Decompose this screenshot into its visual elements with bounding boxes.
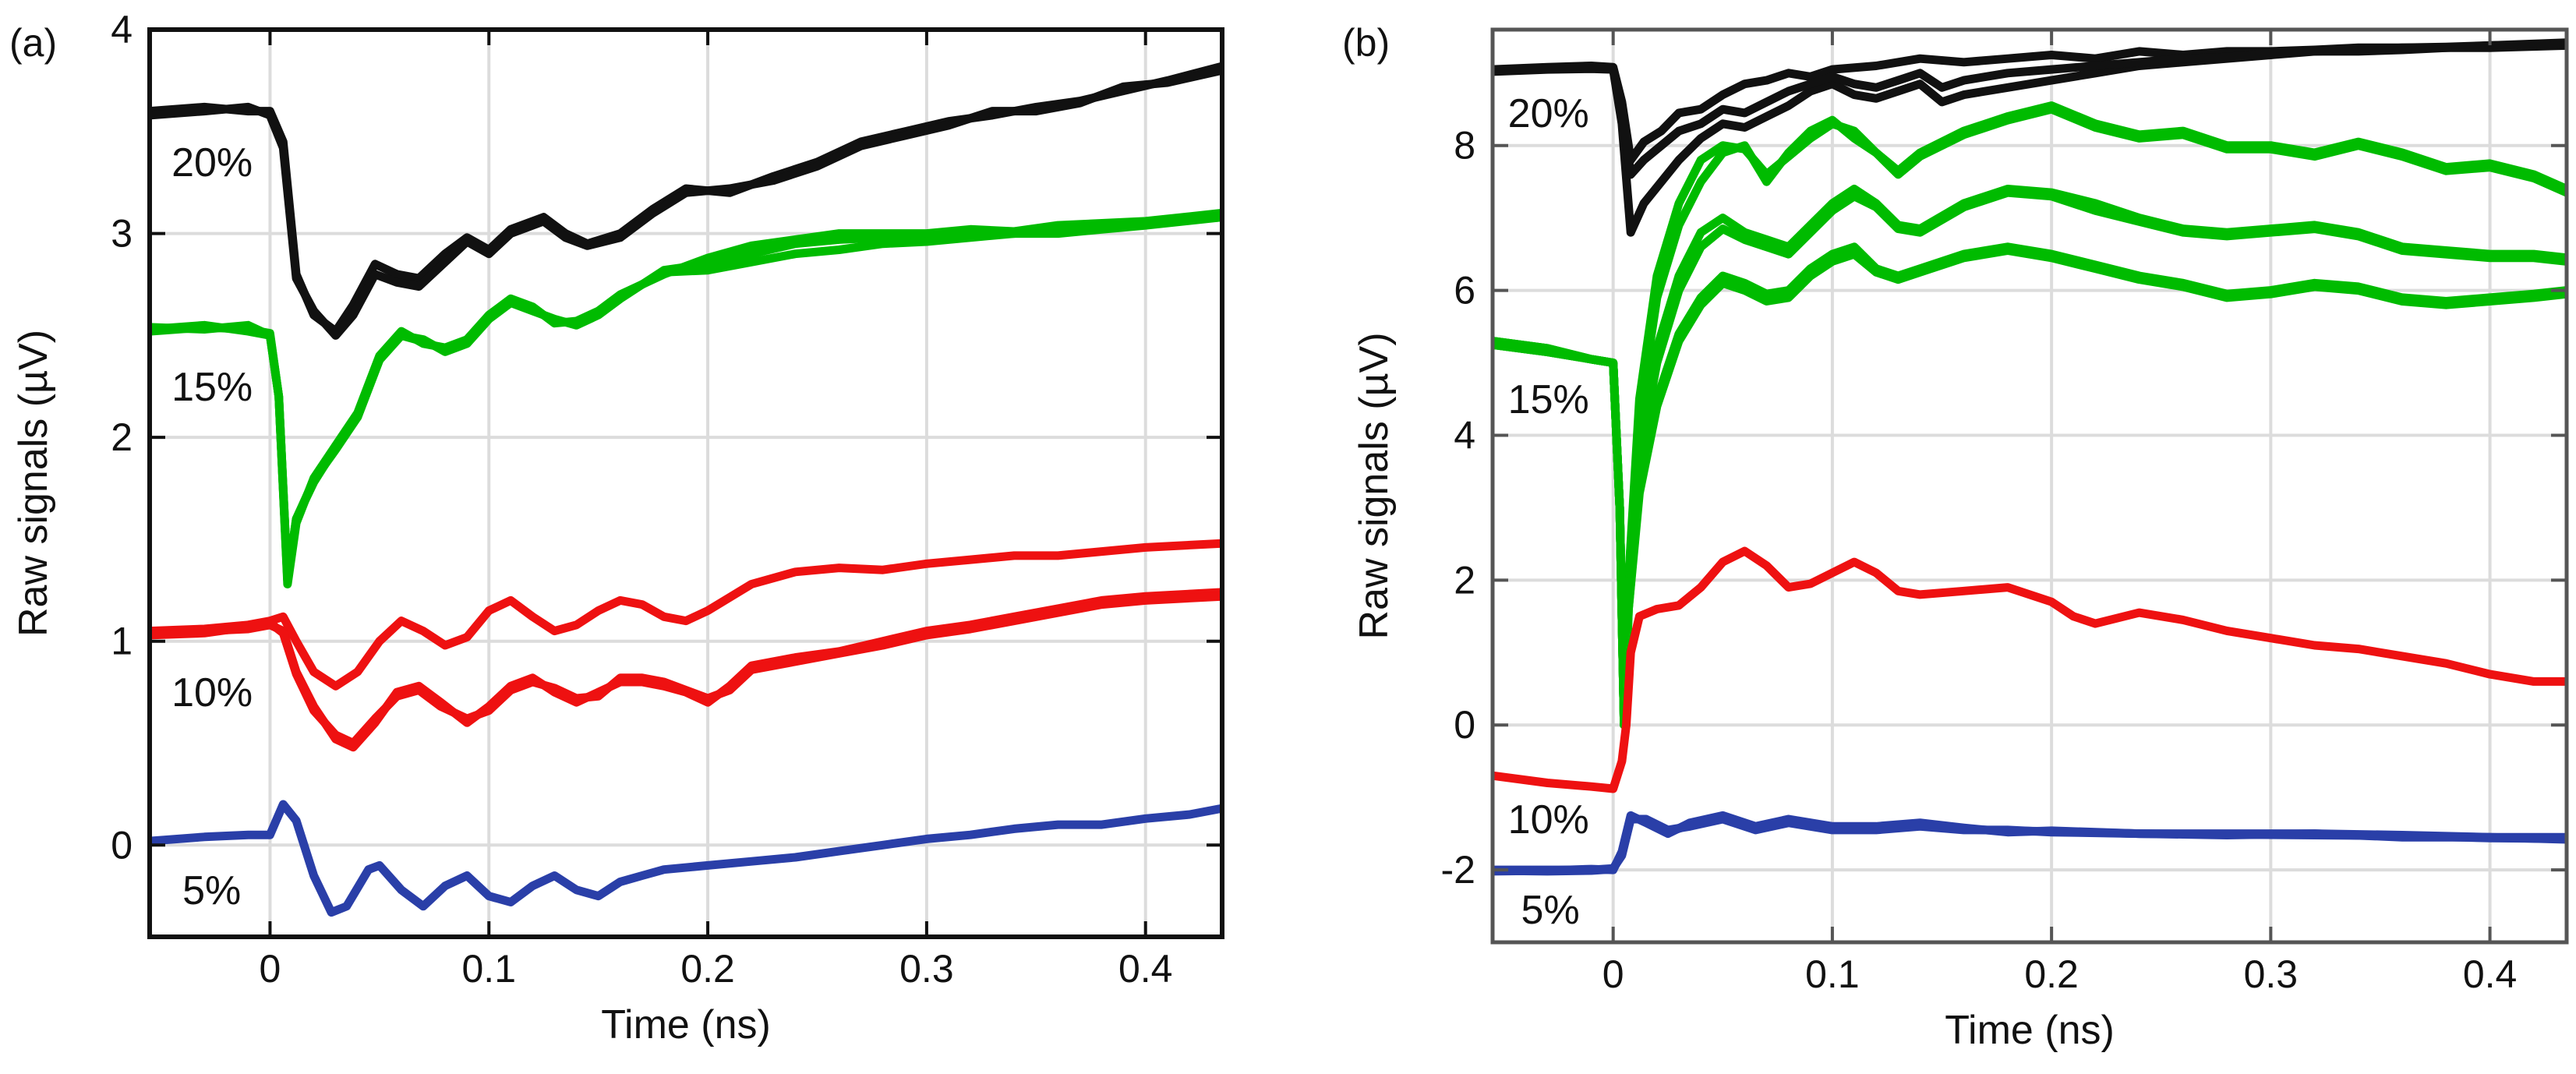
panel-b: 0 0.1 0.2 0.3 0.4 -2 0 2 4 6 8 Time (ns) Raw signals…: [1342, 21, 2569, 1053]
panel-label: (b): [1342, 21, 1390, 65]
y-tick-label: 2: [111, 415, 133, 459]
x-tick-label: 0.4: [1118, 947, 1173, 991]
x-tick-label: 0: [1602, 952, 1624, 996]
series-line-10pct: [150, 539, 1222, 691]
series-annotation: 20%: [171, 140, 253, 185]
y-tick-label: 0: [111, 823, 133, 867]
series-line-15pct: [150, 213, 1222, 585]
series-annotation: 10%: [1508, 797, 1589, 843]
series-line-20pct: [1493, 38, 2567, 179]
series-line-5pct: [1493, 813, 2567, 876]
x-tick-label: 0.2: [680, 947, 735, 991]
y-tick-label: 4: [1454, 413, 1475, 457]
plot-frame: [1490, 27, 2569, 945]
y-tick-label: -2: [1441, 848, 1475, 892]
y-axis-title: Raw signals (µV): [11, 330, 56, 637]
x-tick-label: 0.3: [2244, 952, 2299, 996]
series-line-20pct: [1493, 40, 2567, 164]
series-group: [150, 62, 1222, 917]
x-axis-title: Time (ns): [601, 1002, 771, 1048]
x-tick-label: 0.3: [899, 947, 954, 991]
series-line-15pct: [1493, 246, 2567, 730]
series-annotation: 15%: [1508, 377, 1589, 422]
series-annotation: 10%: [171, 670, 253, 715]
x-axis-title: Time (ns): [1945, 1008, 2115, 1053]
x-tick-label: 0.4: [2463, 952, 2518, 996]
y-axis-title: Raw signals (µV): [1352, 332, 1397, 639]
y-tick-label: 8: [1454, 124, 1475, 168]
x-tick-label: 0.1: [1805, 952, 1860, 996]
series-annotation: 20%: [1508, 91, 1589, 136]
y-tick-label: 0: [1454, 703, 1475, 747]
series-annotation: 5%: [182, 868, 241, 913]
y-tick-label: 4: [111, 8, 133, 51]
panel-label: (a): [9, 21, 57, 65]
series-line-10pct: [150, 592, 1222, 747]
series-annotation: 15%: [171, 365, 253, 410]
series-line-10pct: [1493, 546, 2567, 793]
x-tick-label: 0: [260, 947, 281, 991]
x-tick-label: 0.2: [2024, 952, 2079, 996]
series-group: [1493, 38, 2567, 876]
plot-frame: [147, 27, 1224, 939]
y-tick-label: 3: [111, 212, 133, 256]
series-line-15pct: [1493, 185, 2567, 730]
panel-a: 0 0.1 0.2 0.3 0.4 0 1 2 3 4 Time (ns) Raw signals (…: [9, 8, 1224, 1048]
y-tick-label: 6: [1454, 269, 1475, 313]
y-tick-label: 1: [111, 620, 133, 663]
series-line-5pct: [150, 800, 1222, 917]
x-tick-label: 0.1: [462, 947, 517, 991]
y-tick-label: 2: [1454, 558, 1475, 602]
series-line-20pct: [150, 65, 1222, 340]
series-annotation: 5%: [1521, 888, 1580, 933]
grid: [1493, 30, 2567, 942]
